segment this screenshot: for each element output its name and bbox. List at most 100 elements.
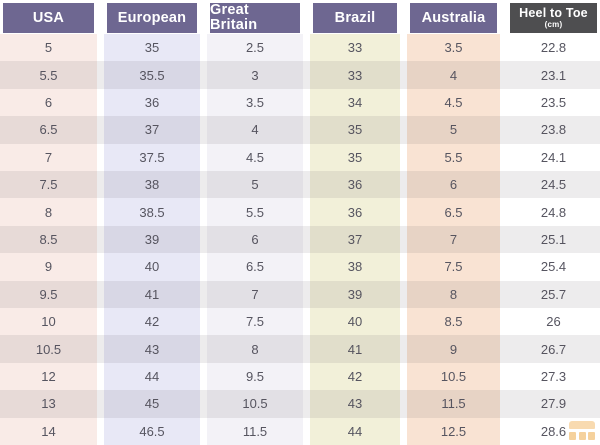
table-cell: 35.5 (104, 61, 200, 89)
table-row: 12 44 9.5 42 10.5 27.3 (0, 362, 600, 391)
table-cell: 7 (207, 280, 303, 309)
table-cell: 5.5 (0, 61, 97, 89)
table-cell: 7.5 (407, 253, 500, 281)
table-row: 13 45 10.5 43 11.5 27.9 (0, 390, 600, 419)
table-row: 7 37.5 4.5 35 5.5 24.1 (0, 143, 600, 172)
table-cell: 23.1 (507, 61, 600, 89)
table-cell: 12.5 (407, 417, 500, 445)
table-cell: 37.5 (104, 143, 200, 172)
table-body: 5 35 2.5 33 3.5 22.8 5.5 35.5 3 33 4 23.1 6 36 3.5 34 4.… (0, 34, 600, 445)
table-row: 7.5 38 5 36 6 24.5 (0, 171, 600, 199)
table-cell: 25.1 (507, 225, 600, 254)
table-cell: 2.5 (207, 34, 303, 62)
table-cell: 42 (104, 308, 200, 336)
table-cell: 36 (104, 88, 200, 117)
table-cell: 8 (0, 198, 97, 226)
table-cell: 9.5 (207, 362, 303, 391)
table-cell: 4 (207, 116, 303, 144)
table-cell: 25.7 (507, 280, 600, 309)
table-cell: 10.5 (207, 390, 303, 418)
table-cell: 26 (507, 308, 600, 336)
table-cell: 8 (207, 335, 303, 363)
table-cell: 5.5 (407, 143, 500, 172)
table-cell: 7 (0, 143, 97, 172)
table-cell: 11.5 (407, 390, 500, 418)
column-header-brazil: Brazil (313, 3, 397, 34)
column-header-great-britain: Great Britain (210, 2, 300, 34)
table-cell: 36 (310, 171, 400, 199)
table-cell: 10.5 (0, 335, 97, 363)
column-header-usa: USA (3, 3, 94, 34)
table-cell: 40 (104, 253, 200, 281)
table-row: 6.5 37 4 35 5 23.8 (0, 116, 600, 145)
column-header-heel-to-toe: Heel to Toe (cm) (510, 3, 597, 34)
table-cell: 24.8 (507, 198, 600, 226)
table-cell: 45 (104, 390, 200, 418)
table-cell: 10.5 (407, 362, 500, 391)
table-row: 14 46.5 11.5 44 12.5 28.6 (0, 417, 600, 445)
table-row: 5 35 2.5 33 3.5 22.8 (0, 34, 600, 62)
table-cell: 10 (0, 308, 97, 336)
table-cell: 5.5 (207, 198, 303, 226)
table-cell: 9 (407, 335, 500, 363)
heel-to-toe-unit-label: (cm) (544, 20, 563, 30)
table-cell: 4 (407, 61, 500, 89)
table-cell: 11.5 (207, 417, 303, 445)
table-row: 6 36 3.5 34 4.5 23.5 (0, 88, 600, 117)
table-cell: 4.5 (407, 88, 500, 117)
table-cell: 5 (0, 34, 97, 62)
table-cell: 3.5 (207, 88, 303, 117)
table-cell: 3 (207, 61, 303, 89)
table-cell: 27.9 (507, 390, 600, 418)
table-cell: 40 (310, 308, 400, 336)
table-cell: 36 (310, 198, 400, 226)
column-header-european: European (107, 3, 197, 34)
table-cell: 24.1 (507, 143, 600, 172)
table-cell: 8.5 (407, 308, 500, 336)
table-cell: 39 (104, 225, 200, 254)
table-cell: 5 (207, 171, 303, 199)
brand-watermark-icon (569, 421, 595, 440)
table-cell: 38.5 (104, 198, 200, 226)
table-cell: 25.4 (507, 253, 600, 281)
table-row: 10 42 7.5 40 8.5 26 (0, 308, 600, 336)
table-cell: 43 (310, 390, 400, 418)
table-cell: 23.5 (507, 88, 600, 117)
table-cell: 43 (104, 335, 200, 363)
table-row: 10.5 43 8 41 9 26.7 (0, 335, 600, 364)
table-cell: 44 (104, 362, 200, 391)
table-cell: 23.8 (507, 116, 600, 144)
table-cell: 6 (407, 171, 500, 199)
table-cell: 41 (310, 335, 400, 363)
table-cell: 8 (407, 280, 500, 309)
table-cell: 26.7 (507, 335, 600, 363)
table-cell: 46.5 (104, 417, 200, 445)
table-row: 8 38.5 5.5 36 6.5 24.8 (0, 198, 600, 226)
table-cell: 13 (0, 390, 97, 418)
table-cell: 38 (310, 253, 400, 281)
table-cell: 6.5 (0, 116, 97, 144)
table-cell: 3.5 (407, 34, 500, 62)
table-cell: 9.5 (0, 280, 97, 309)
table-cell: 33 (310, 61, 400, 89)
table-header-row: USA European Great Britain Brazil Austra… (0, 0, 600, 34)
table-cell: 6 (0, 88, 97, 117)
table-cell: 42 (310, 362, 400, 391)
table-cell: 6.5 (407, 198, 500, 226)
table-row: 8.5 39 6 37 7 25.1 (0, 225, 600, 254)
table-cell: 44 (310, 417, 400, 445)
table-cell: 6.5 (207, 253, 303, 281)
table-cell: 33 (310, 34, 400, 62)
column-header-australia: Australia (410, 3, 497, 34)
table-cell: 38 (104, 171, 200, 199)
table-cell: 14 (0, 417, 97, 445)
table-cell: 8.5 (0, 225, 97, 254)
table-row: 5.5 35.5 3 33 4 23.1 (0, 61, 600, 90)
table-cell: 12 (0, 362, 97, 391)
table-cell: 35 (310, 116, 400, 144)
table-cell: 6 (207, 225, 303, 254)
table-cell: 9 (0, 253, 97, 281)
table-row: 9 40 6.5 38 7.5 25.4 (0, 253, 600, 281)
table-cell: 7.5 (207, 308, 303, 336)
